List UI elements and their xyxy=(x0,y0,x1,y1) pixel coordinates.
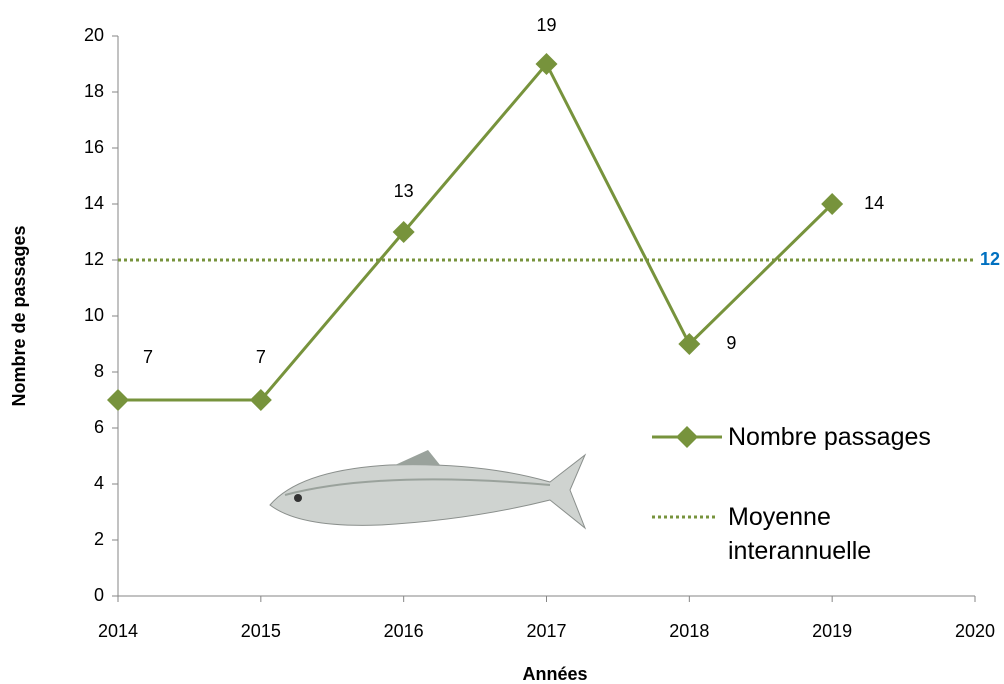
y-tick-label: 2 xyxy=(94,529,104,549)
marker xyxy=(392,221,415,243)
x-axis-label: Années xyxy=(522,664,587,684)
marker xyxy=(535,53,558,75)
data-label: 14 xyxy=(864,193,884,213)
data-label: 9 xyxy=(726,333,736,353)
y-tick-label: 20 xyxy=(84,25,104,45)
y-tick-label: 16 xyxy=(84,137,104,157)
fish-illustration xyxy=(269,450,587,530)
x-tick-label: 2020 xyxy=(955,621,995,641)
data-label: 19 xyxy=(536,15,556,35)
y-axis-label: Nombre de passages xyxy=(9,225,29,406)
marker xyxy=(107,389,129,411)
data-label: 7 xyxy=(256,347,266,367)
series-line xyxy=(118,61,834,402)
x-tick-label: 2014 xyxy=(98,621,138,641)
y-tick-label: 8 xyxy=(94,361,104,381)
legend-label: Moyenne interannuelle xyxy=(728,503,872,565)
y-tick-label: 10 xyxy=(84,305,104,325)
y-tick-label: 14 xyxy=(84,193,104,213)
mean-label: 12 xyxy=(980,249,1000,269)
marker xyxy=(821,193,844,215)
y-tick-label: 4 xyxy=(94,473,104,493)
marker xyxy=(678,333,701,355)
y-tick-label: 18 xyxy=(84,81,104,101)
marker xyxy=(249,389,272,411)
legend-marker xyxy=(676,426,698,448)
x-tick-label: 2017 xyxy=(526,621,566,641)
data-label: 7 xyxy=(143,347,153,367)
y-tick-label: 6 xyxy=(94,417,104,437)
x-tick-label: 2016 xyxy=(384,621,424,641)
x-tick-label: 2018 xyxy=(669,621,709,641)
legend-label: Nombre passages xyxy=(728,423,931,451)
data-label: 13 xyxy=(394,181,414,201)
x-tick-label: 2019 xyxy=(812,621,852,641)
y-tick-label: 12 xyxy=(84,249,104,269)
y-tick-label: 0 xyxy=(94,585,104,605)
x-tick-label: 2015 xyxy=(241,621,281,641)
